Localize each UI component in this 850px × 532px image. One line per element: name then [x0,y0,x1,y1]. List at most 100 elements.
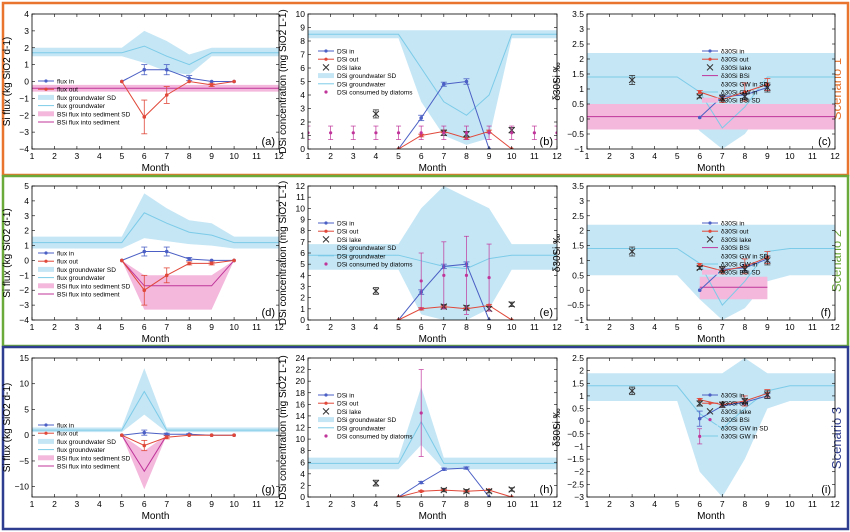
series-line [398,467,490,497]
y-tick-label: 0 [300,144,305,154]
legend-entry: DSi groundwater [337,425,386,432]
x-axis-label: Month [419,334,447,345]
y-tick-label: 3 [24,26,29,36]
diatom-point [442,131,446,135]
y-tick-label: 2 [300,117,305,127]
lake-marker [372,287,380,295]
panel-letter: (i) [821,484,831,496]
data-point [164,67,169,72]
legend-entry: DSi in [337,393,355,400]
y-tick-label: 2.5 [572,39,584,49]
legend-entry: flux groundwater SD [57,439,116,446]
x-tick-label: 9 [487,322,492,332]
y-tick-label: 0 [579,416,584,426]
diatom-point [374,131,378,135]
legend-swatch [702,81,718,87]
legend-entry: flux out [57,259,78,266]
y-tick-label: 8 [300,446,305,456]
panel-i: 1 2 3 4 5 6 7 8 9 10 11 12Month−3−2.5−2−1.5−1−0.500… [552,353,840,522]
x-tick-label: 10 [785,151,795,161]
series-band [121,435,167,490]
legend-swatch [38,94,54,100]
legend-entry: δ30Si GW in [721,434,758,441]
data-point [142,443,147,448]
y-tick-label: 2.5 [572,211,584,221]
series-line [32,45,279,66]
legend-swatch [708,418,712,422]
data-point [419,489,423,494]
x-tick-label: 4 [652,151,657,161]
panel-e: 1 2 3 4 5 6 7 8 9 10 11 12Month0123456789101112DSi … [278,181,562,345]
x-axis-label: Month [142,334,170,345]
series-line [587,385,835,430]
y-tick-label: 3 [300,104,305,114]
y-axis-label: Si flux (kg SiO2 d-1) [2,208,13,297]
lake-marker [696,264,704,272]
series-band [308,30,557,145]
x-tick-label: 2 [52,151,57,161]
data-point [697,288,702,293]
y-tick-label: 0.5 [572,99,584,109]
legend-swatch [708,49,712,53]
legend-entry: δ30Si BSi [721,245,750,252]
data-point [743,90,747,94]
x-tick-label: 10 [507,151,517,161]
x-tick-label: 8 [187,151,192,161]
data-point [142,288,147,293]
legend-entry: flux in [57,423,74,430]
legend-swatch [324,229,328,233]
axis-frame [586,185,836,321]
x-tick-label: 10 [229,499,239,509]
legend-entry: DSi groundwater [337,81,386,88]
x-tick-label: 9 [209,499,214,509]
x-tick-label: 8 [187,322,192,332]
data-point [209,83,214,87]
x-tick-label: 9 [765,151,770,161]
series-band [32,193,279,249]
legend-swatch [708,393,712,397]
y-tick-label: 16 [296,399,306,409]
x-tick-label: 6 [142,322,147,332]
legend-entry: flux groundwater SD [57,95,116,102]
x-tick-label: 4 [652,322,657,332]
legend-swatch [44,251,48,255]
y-tick-label: 1 [300,304,305,314]
x-tick-label: 3 [75,151,80,161]
x-axis-label: Month [697,334,725,345]
x-tick-label: 2 [52,499,57,509]
data-point [187,261,191,266]
y-tick-label: 1 [579,391,584,401]
panel-f: 1 2 3 4 5 6 7 8 9 10 11 12Month−1−0.500.511.522.533… [552,181,840,345]
legend-entry: DSi groundwater [337,253,386,260]
y-tick-label: 0 [24,255,29,265]
lake-marker [463,487,470,495]
data-point [419,116,423,120]
legend-entry: δ30Si BSi SD [721,270,761,277]
y-tick-label: −1 [574,315,584,325]
data-point [164,432,169,436]
series-line [121,434,168,473]
legend-entry: DSi consumed by diatoms [337,262,413,269]
x-tick-label: 5 [396,151,401,161]
data-point [164,435,169,440]
y-tick-label: 5 [300,259,305,269]
x-tick-label: 3 [630,322,635,332]
x-tick-label: 12 [830,151,840,161]
diatom-point [487,275,491,280]
diatom-point [442,273,446,277]
y-tick-label: 0 [24,430,29,440]
legend-swatch [38,438,54,444]
series-line [398,304,512,320]
legend-entry: δ30Si BSi [721,73,750,80]
x-tick-label: 1 [30,151,35,161]
lake-marker [764,391,771,398]
data-point [697,263,702,267]
x-tick-label: 2 [328,151,333,161]
lake-marker [764,84,771,91]
y-tick-label: −2.5 [567,479,584,489]
legend-entry: δ30Si lake [721,237,752,244]
x-tick-label: 12 [830,499,840,509]
y-axis-label: Si flux (kg SiO2 d-1) [2,383,13,472]
x-tick-label: 5 [396,499,401,509]
